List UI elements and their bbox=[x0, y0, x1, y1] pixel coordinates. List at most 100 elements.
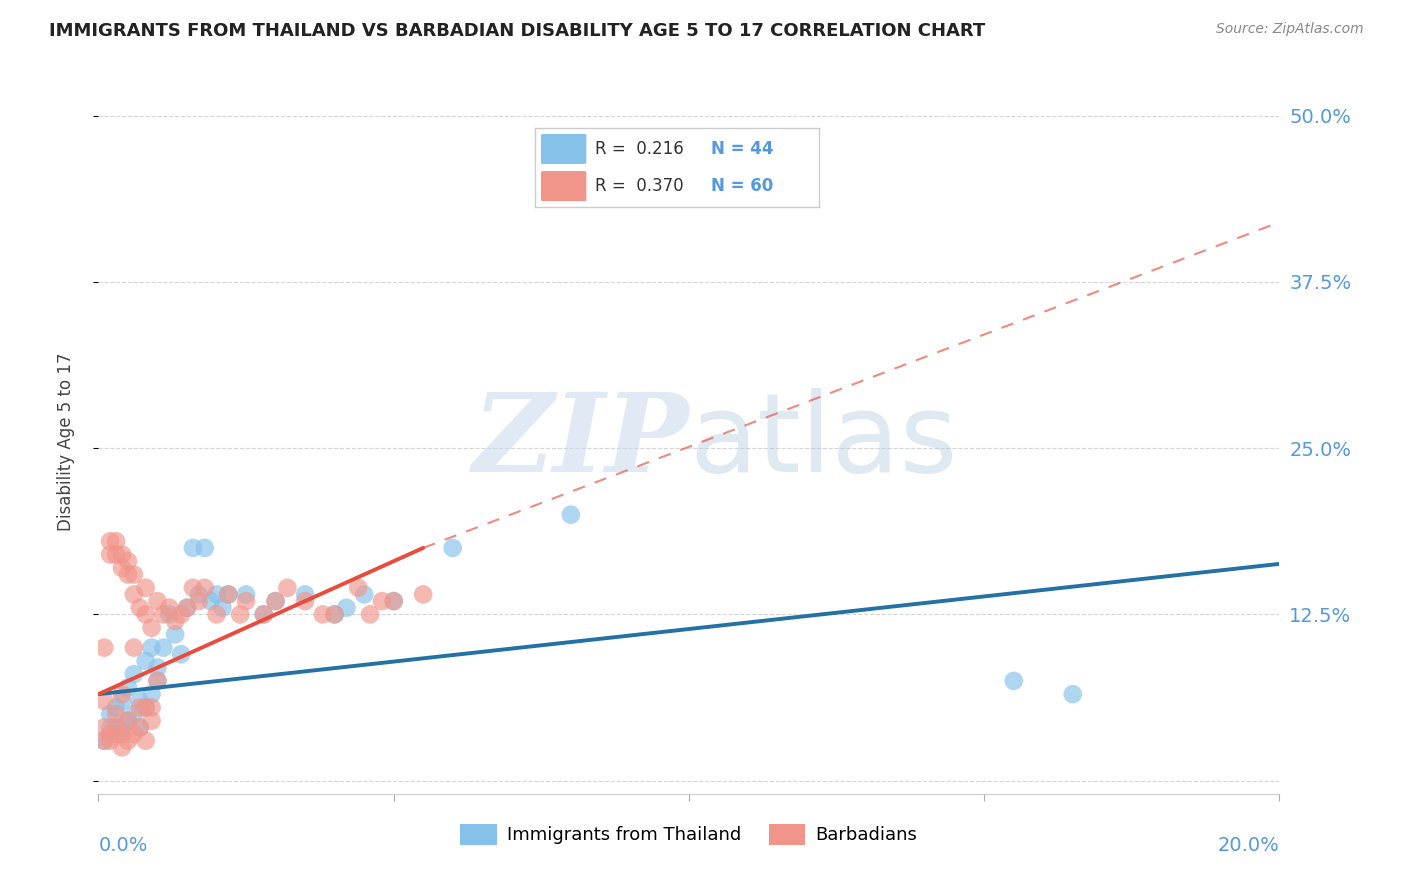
Point bbox=[235, 587, 257, 601]
Point bbox=[146, 660, 169, 674]
Point bbox=[117, 567, 139, 582]
Point bbox=[170, 647, 193, 661]
Point bbox=[796, 188, 818, 202]
Point bbox=[128, 720, 150, 734]
Point bbox=[122, 727, 145, 741]
Point bbox=[382, 594, 405, 608]
Point bbox=[117, 733, 139, 747]
Point bbox=[176, 600, 198, 615]
Point bbox=[382, 594, 405, 608]
Point bbox=[122, 567, 145, 582]
Point bbox=[105, 727, 128, 741]
Point bbox=[217, 587, 239, 601]
Point bbox=[122, 667, 145, 681]
Y-axis label: Disability Age 5 to 17: Disability Age 5 to 17 bbox=[56, 352, 75, 531]
Point bbox=[253, 607, 276, 622]
Point bbox=[157, 600, 180, 615]
Point bbox=[170, 607, 193, 622]
Point bbox=[98, 733, 121, 747]
Point bbox=[152, 607, 174, 622]
Point bbox=[264, 594, 287, 608]
FancyBboxPatch shape bbox=[541, 134, 586, 164]
Point bbox=[253, 607, 276, 622]
Point bbox=[165, 614, 187, 628]
Point bbox=[176, 600, 198, 615]
Point bbox=[412, 587, 434, 601]
Point bbox=[146, 594, 169, 608]
Point bbox=[111, 740, 134, 755]
Text: atlas: atlas bbox=[689, 388, 957, 495]
Point bbox=[205, 587, 228, 601]
Point bbox=[1062, 687, 1084, 701]
Point bbox=[217, 587, 239, 601]
Point bbox=[194, 581, 217, 595]
Point bbox=[122, 587, 145, 601]
Point bbox=[294, 587, 316, 601]
Point bbox=[323, 607, 346, 622]
Point bbox=[560, 508, 582, 522]
Point bbox=[135, 654, 157, 668]
Point bbox=[135, 607, 157, 622]
Point bbox=[98, 727, 121, 741]
Point bbox=[111, 720, 134, 734]
Point bbox=[128, 700, 150, 714]
Point bbox=[135, 733, 157, 747]
Point bbox=[181, 581, 204, 595]
Point bbox=[117, 554, 139, 568]
Point bbox=[141, 687, 163, 701]
Point bbox=[194, 541, 217, 555]
Point bbox=[276, 581, 298, 595]
Point bbox=[105, 534, 128, 549]
Point bbox=[347, 581, 370, 595]
Point bbox=[135, 581, 157, 595]
Text: N = 44: N = 44 bbox=[711, 140, 773, 158]
Point bbox=[122, 640, 145, 655]
Point bbox=[93, 733, 115, 747]
Point bbox=[93, 720, 115, 734]
Point bbox=[117, 714, 139, 728]
Point bbox=[128, 720, 150, 734]
Point bbox=[312, 607, 335, 622]
Point bbox=[146, 673, 169, 688]
Point bbox=[181, 541, 204, 555]
FancyBboxPatch shape bbox=[541, 171, 586, 201]
Point bbox=[323, 607, 346, 622]
Point bbox=[353, 587, 375, 601]
Point bbox=[200, 594, 222, 608]
Point bbox=[264, 594, 287, 608]
Point bbox=[105, 700, 128, 714]
Point bbox=[441, 541, 464, 555]
Point bbox=[111, 561, 134, 575]
Point bbox=[117, 681, 139, 695]
Text: IMMIGRANTS FROM THAILAND VS BARBADIAN DISABILITY AGE 5 TO 17 CORRELATION CHART: IMMIGRANTS FROM THAILAND VS BARBADIAN DI… bbox=[49, 22, 986, 40]
Text: ZIP: ZIP bbox=[472, 388, 689, 495]
Point bbox=[294, 594, 316, 608]
Point bbox=[211, 600, 233, 615]
Point bbox=[371, 594, 394, 608]
Point bbox=[105, 707, 128, 722]
Point bbox=[141, 640, 163, 655]
Point bbox=[141, 621, 163, 635]
Point bbox=[105, 548, 128, 562]
Point bbox=[93, 640, 115, 655]
Point bbox=[359, 607, 381, 622]
Point bbox=[229, 607, 252, 622]
Point bbox=[135, 700, 157, 714]
Point bbox=[111, 548, 134, 562]
Text: 20.0%: 20.0% bbox=[1218, 836, 1279, 855]
Point bbox=[165, 627, 187, 641]
Point bbox=[93, 694, 115, 708]
Point bbox=[335, 600, 357, 615]
Point bbox=[146, 673, 169, 688]
Point bbox=[128, 694, 150, 708]
Legend: Immigrants from Thailand, Barbadians: Immigrants from Thailand, Barbadians bbox=[453, 816, 925, 852]
Point bbox=[98, 548, 121, 562]
Point bbox=[187, 594, 209, 608]
Point bbox=[128, 600, 150, 615]
Point bbox=[98, 707, 121, 722]
Point bbox=[111, 694, 134, 708]
Text: 0.0%: 0.0% bbox=[98, 836, 148, 855]
Point bbox=[111, 727, 134, 741]
Text: Source: ZipAtlas.com: Source: ZipAtlas.com bbox=[1216, 22, 1364, 37]
Point bbox=[205, 607, 228, 622]
